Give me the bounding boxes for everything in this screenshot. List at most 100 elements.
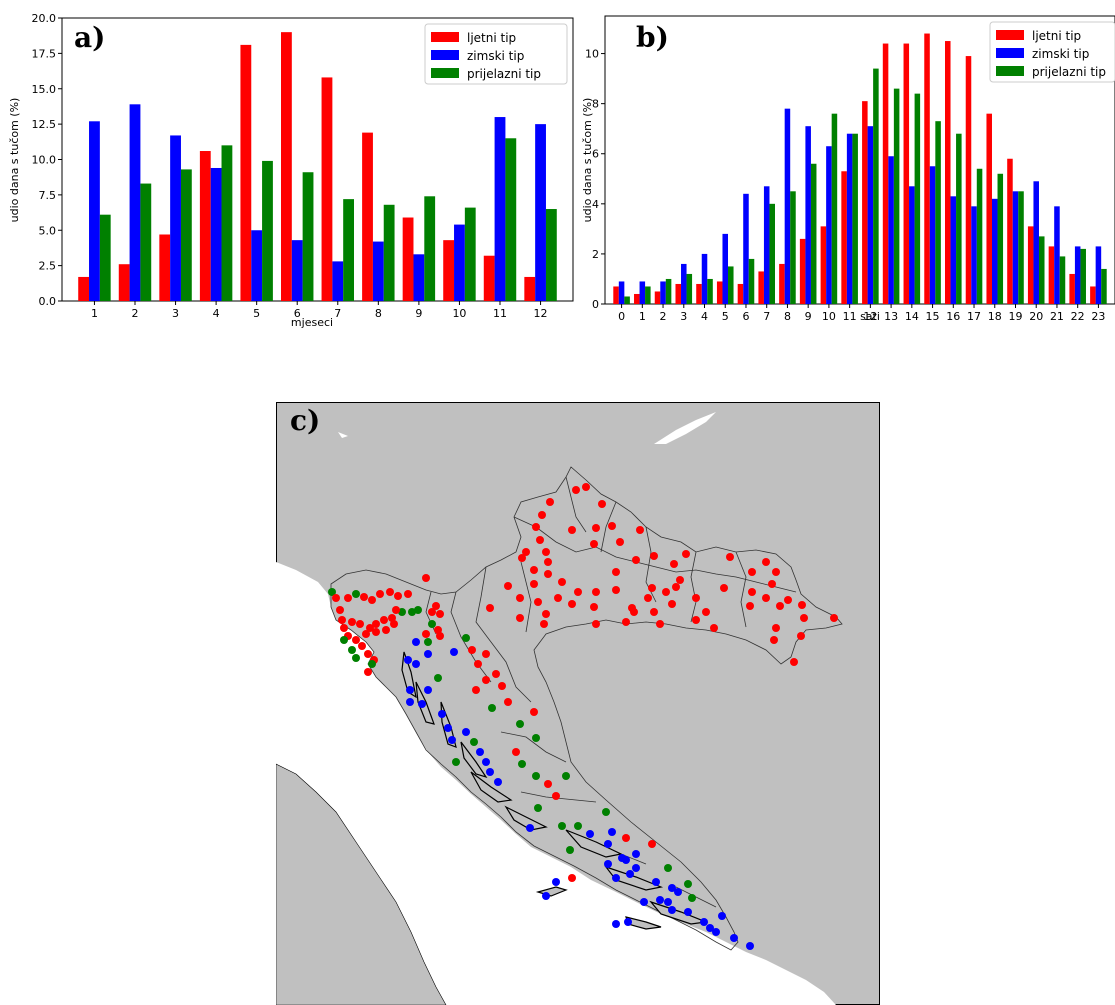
chart-b-bar <box>1074 246 1081 304</box>
station-marker <box>558 822 566 830</box>
station-marker <box>648 584 656 592</box>
station-marker <box>328 588 336 596</box>
station-marker <box>644 594 652 602</box>
chart-b-bar <box>790 191 796 304</box>
chart-b-bar <box>763 186 770 304</box>
station-marker <box>770 636 778 644</box>
chart-a-bar <box>140 183 152 301</box>
chart-a-legend-label: zimski tip <box>467 49 524 63</box>
station-marker <box>546 498 554 506</box>
chart-b-legend-swatch <box>996 48 1024 58</box>
station-marker <box>632 556 640 564</box>
station-marker <box>462 634 470 642</box>
chart-a-legend-label: prijelazni tip <box>467 67 541 81</box>
station-marker <box>622 618 630 626</box>
station-marker <box>558 578 566 586</box>
chart-b-bar <box>950 196 957 304</box>
station-marker <box>474 660 482 668</box>
station-marker <box>516 594 524 602</box>
chart-b-xtick-label: 9 <box>805 310 812 323</box>
station-marker <box>592 588 600 596</box>
chart-a-bar <box>321 77 333 302</box>
station-marker <box>692 594 700 602</box>
station-marker <box>462 728 470 736</box>
chart-b-bar <box>1090 286 1096 304</box>
station-marker <box>718 912 726 920</box>
chart-b-ytick-label: 6 <box>592 148 599 161</box>
chart-a-bar <box>89 121 100 301</box>
station-marker <box>798 601 806 609</box>
chart-b-xtick-label: 7 <box>763 310 770 323</box>
station-marker <box>448 736 456 744</box>
chart-b-bar <box>965 56 972 304</box>
chart-b-bar <box>675 283 682 304</box>
chart-b-bar <box>722 233 729 304</box>
station-marker <box>650 552 658 560</box>
station-marker <box>598 500 606 508</box>
station-marker <box>526 824 534 832</box>
chart-b-bar <box>862 101 868 304</box>
station-marker <box>336 606 344 614</box>
station-marker <box>424 650 432 658</box>
chart-b-ytick-label: 8 <box>592 98 599 111</box>
station-marker <box>372 628 380 636</box>
chart-b-ytick-label: 0 <box>592 298 599 311</box>
station-marker <box>376 590 384 598</box>
panel-label-b: b) <box>636 21 669 54</box>
chart-a-bar <box>180 169 192 301</box>
chart-b-bar <box>914 93 921 304</box>
chart-a-xtick-label: 1 <box>91 307 98 320</box>
chart-b-bar <box>882 43 889 305</box>
chart-a-bar <box>524 276 536 301</box>
station-marker <box>768 580 776 588</box>
chart-a-bar <box>535 124 546 301</box>
station-marker <box>404 590 412 598</box>
chart-a-xtick-label: 2 <box>132 307 139 320</box>
chart-b-bar <box>1095 246 1102 304</box>
station-marker <box>530 566 538 574</box>
station-marker <box>542 892 550 900</box>
chart-b-bar <box>701 253 708 304</box>
station-marker <box>790 658 798 666</box>
station-marker <box>702 608 710 616</box>
station-marker <box>668 600 676 608</box>
chart-b-bar <box>1007 158 1013 304</box>
station-marker <box>348 618 356 626</box>
chart-a-bar <box>159 234 171 301</box>
chart-a-xtick-label: 3 <box>172 307 179 320</box>
station-marker <box>412 638 420 646</box>
station-marker <box>656 896 664 904</box>
station-marker <box>574 588 582 596</box>
station-marker <box>392 606 400 614</box>
chart-b-xtick-label: 21 <box>1050 310 1064 323</box>
station-marker <box>586 830 594 838</box>
chart-b-bar <box>707 278 713 304</box>
station-marker <box>450 648 458 656</box>
station-marker <box>530 580 538 588</box>
station-marker <box>348 646 356 654</box>
chart-b-xtick-label: 22 <box>1071 310 1085 323</box>
chart-b-legend-label: ljetni tip <box>1032 29 1081 43</box>
station-marker <box>608 522 616 530</box>
chart-a-legend-label: ljetni tip <box>467 31 516 45</box>
station-marker <box>636 526 644 534</box>
chart-a-ytick-label: 12.5 <box>32 118 57 131</box>
chart-b-xtick-label: 20 <box>1029 310 1043 323</box>
station-marker <box>406 698 414 706</box>
panel-label-a: a) <box>74 21 105 54</box>
station-marker <box>624 918 632 926</box>
station-marker <box>386 588 394 596</box>
panel-label-c: c) <box>290 404 320 437</box>
chart-b-bar <box>654 291 661 304</box>
station-marker <box>748 588 756 596</box>
station-marker <box>540 620 548 628</box>
station-marker <box>762 558 770 566</box>
station-marker <box>554 594 562 602</box>
chart-b-xtick-label: 12 <box>863 310 877 323</box>
station-marker <box>562 772 570 780</box>
station-marker <box>602 808 610 816</box>
chart-b-bar <box>1027 226 1034 304</box>
chart-a-xtick-label: 9 <box>415 307 422 320</box>
chart-a-ylabel: udio dana s tučom (%) <box>8 98 21 223</box>
station-marker <box>616 538 624 546</box>
